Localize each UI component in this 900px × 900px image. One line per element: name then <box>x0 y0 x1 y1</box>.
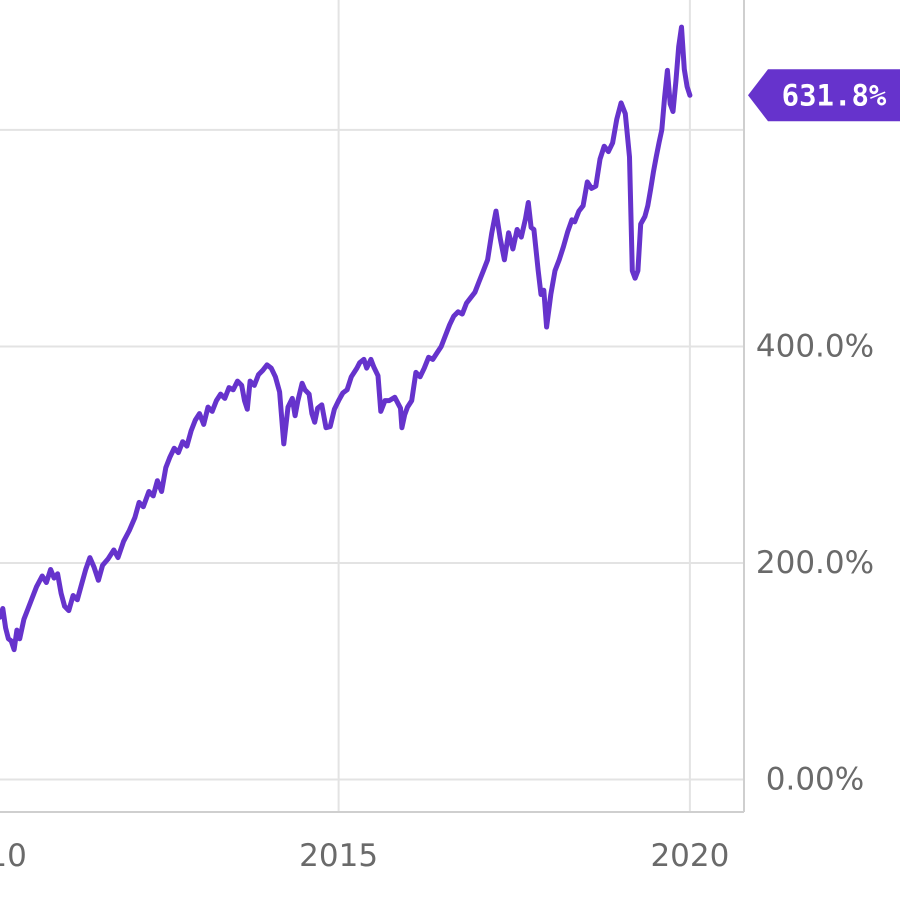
y-axis-ticks: 0.00% 200.0% 400.0% <box>756 328 874 797</box>
series-line <box>0 24 693 653</box>
x-tick-label: 2010 <box>0 838 27 874</box>
series-lines <box>0 24 693 653</box>
y-tick-label: 0.00% <box>766 762 864 798</box>
last-value-callouts: 631.8% <box>748 69 900 122</box>
x-axis-ticks: 2010 2015 2020 <box>0 838 729 874</box>
y-tick-label: 400.0% <box>756 328 874 364</box>
y-tick-label: 200.0% <box>756 545 874 581</box>
last-value-label: 631.8% <box>782 78 887 112</box>
x-tick-label: 2015 <box>299 838 378 874</box>
grid <box>0 0 745 813</box>
x-tick-label: 2020 <box>650 838 729 874</box>
last-value-callout: 631.8% <box>748 69 900 122</box>
callout-badge <box>748 69 900 122</box>
